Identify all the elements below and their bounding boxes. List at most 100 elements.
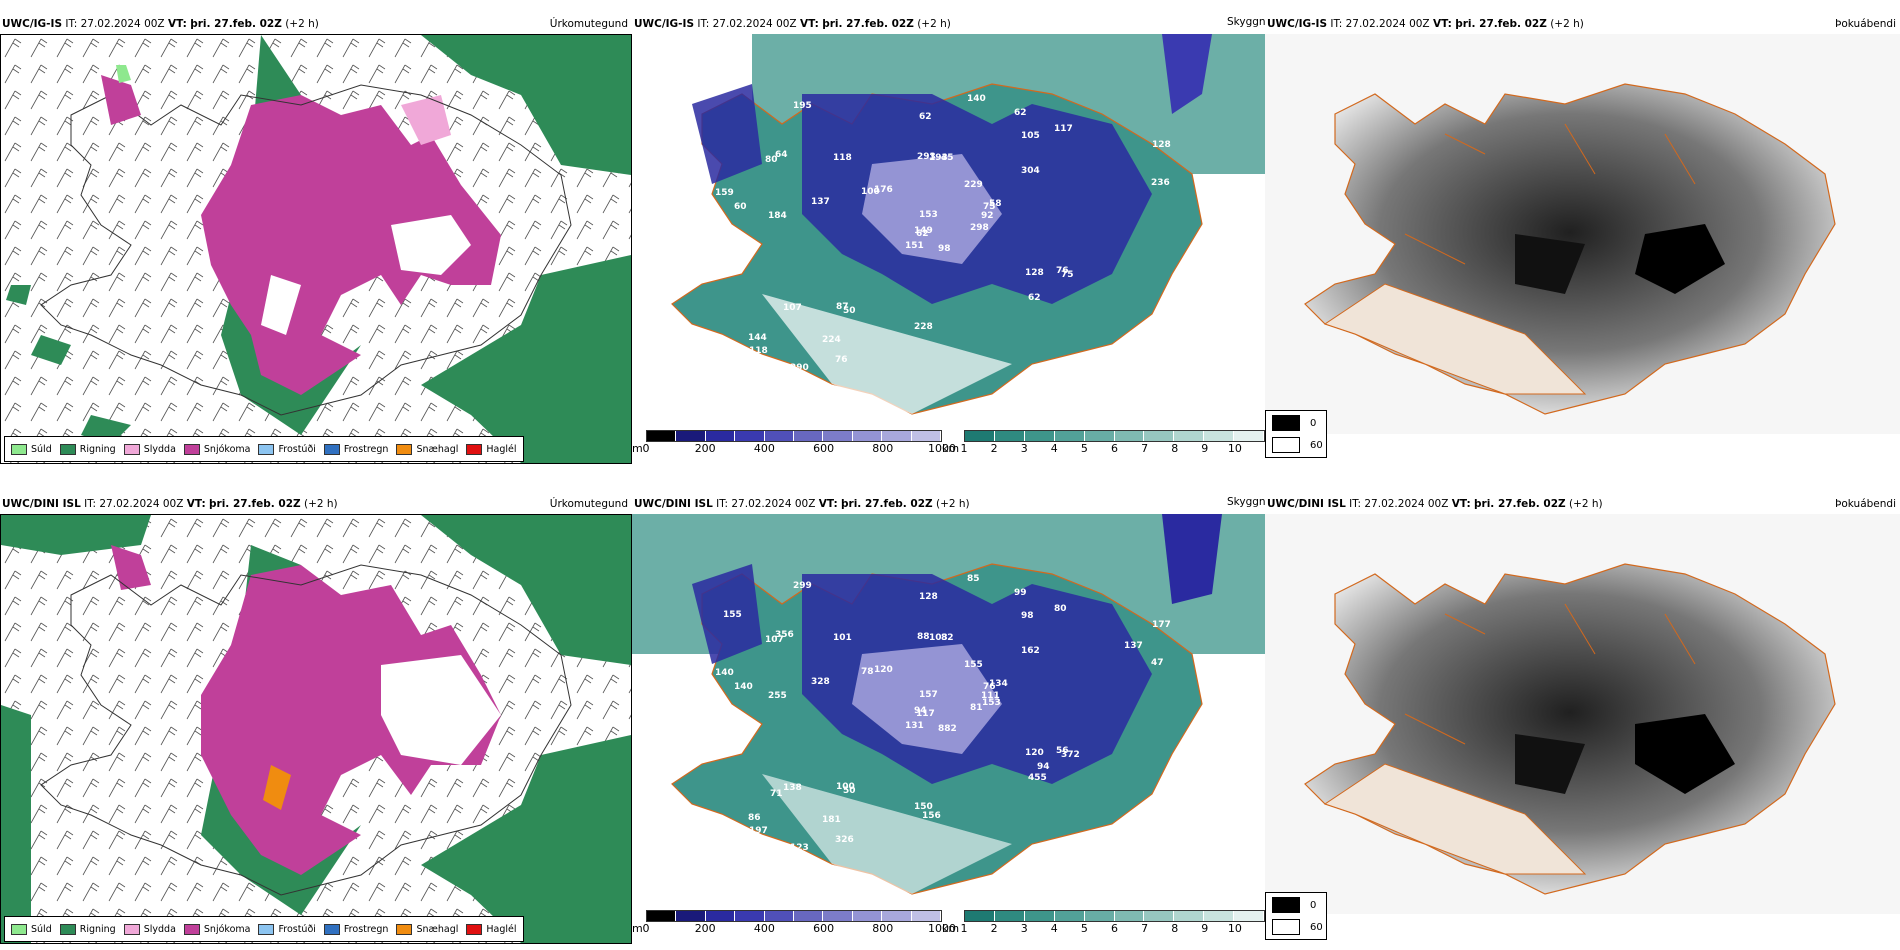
ceiling-value-label: 62	[919, 112, 932, 122]
colorbar-segment	[705, 911, 736, 921]
forecast-row-dini-isl: UWC/DINI ISL IT: 27.02.2024 00Z VT: þri.…	[0, 480, 1900, 950]
legend-swatch	[59, 443, 76, 455]
ceiling-value-label: 47	[1151, 658, 1164, 668]
fog-map	[1265, 34, 1900, 464]
lead-time: (+2 h)	[917, 18, 951, 30]
legend-item: Haglél	[466, 443, 517, 455]
vt-label: VT:	[799, 18, 819, 30]
colorbar-segment	[823, 431, 853, 441]
legend-item: Súld	[11, 923, 52, 935]
legend-swatch	[466, 923, 483, 935]
fog-index-panel: UWC/DINI ISL IT: 27.02.2024 00Z VT: þri.…	[1265, 480, 1900, 950]
ceiling-value-label: 255	[768, 691, 787, 701]
ceiling-value-label: 62	[916, 229, 929, 239]
vt-label: VT:	[167, 18, 187, 30]
ceiling-value-label: 73	[1107, 358, 1120, 368]
colorbar-segment	[1054, 431, 1085, 441]
colorbar-tick-label: 400	[753, 922, 775, 935]
ceiling-value-label: 56	[1056, 746, 1069, 756]
lead-time: (+2 h)	[1550, 18, 1584, 30]
colorbar-segment	[1114, 431, 1145, 441]
colorbar-segment	[676, 911, 706, 921]
legend-label: Frostúði	[278, 923, 316, 935]
colorbar-tick-label: 200	[694, 442, 716, 455]
colorbar-segment	[1174, 431, 1205, 441]
ceiling-value-label: 73	[753, 364, 766, 374]
fog-legend-item: 0	[1272, 415, 1316, 431]
legend-label: Haglél	[486, 923, 517, 935]
ceiling-value-label: 134	[989, 679, 1008, 689]
colorbar-segment	[965, 431, 995, 441]
ceiling-value-label: 229	[964, 180, 983, 190]
ceiling-value-label: 138	[783, 783, 802, 793]
colorbar-tick-label: 800	[872, 922, 894, 935]
ceiling-ticks: 0 200 400 600 800 1000	[642, 442, 957, 458]
ceiling-value-label: 181	[822, 815, 841, 825]
it-label: IT:	[1349, 498, 1362, 510]
colorbar-tick-label: 2	[990, 922, 998, 935]
colorbar-tick-label: 600	[813, 442, 835, 455]
ceiling-value-label: 50	[843, 786, 856, 796]
colorbar-segment	[852, 911, 883, 921]
colorbar-tick-label: 5	[1080, 922, 1088, 935]
ceiling-value-label: 60	[734, 202, 747, 212]
colorbar-tick-label: 7	[1141, 442, 1149, 455]
ceiling-value-label: 107	[765, 635, 784, 645]
colorbar-segment	[735, 431, 765, 441]
colorbar-tick-label: 1	[960, 922, 968, 935]
colorbar-tick-label: 0	[642, 442, 650, 455]
it-label: IT:	[697, 18, 710, 30]
iceland-outline	[40, 84, 572, 416]
ceiling-value-label: 140	[967, 94, 986, 104]
ceiling-value-label: 62	[1028, 293, 1041, 303]
fog-legend-label: 60	[1310, 921, 1323, 933]
fog-legend-item: 0	[1272, 897, 1316, 913]
legend-swatch	[466, 443, 483, 455]
precip-legend: Súld Rigning Slydda Snjókoma Frostúði Fr…	[4, 436, 524, 462]
ceiling-value-label: 140	[734, 682, 753, 692]
legend-swatch	[258, 923, 275, 935]
lead-time: (+2 h)	[285, 18, 319, 30]
ceiling-value-label: 75	[1061, 270, 1074, 280]
legend-swatch	[59, 923, 76, 935]
colorbar-tick-label: 1000	[928, 922, 956, 935]
colorbar-tick-label: 1	[960, 442, 968, 455]
legend-label: Frostregn	[343, 443, 389, 455]
it-value: 27.02.2024 00Z	[1345, 18, 1430, 30]
colorbar-segment	[1084, 431, 1115, 441]
ceiling-value-label: 236	[1151, 178, 1170, 188]
ceiling-value-label: 455	[1028, 773, 1047, 783]
fog-legend-label: 60	[1310, 439, 1323, 451]
legend-label: Súld	[31, 923, 52, 935]
legend-swatch	[11, 443, 27, 455]
ceiling-value-label: 78	[861, 667, 874, 677]
fog-legend: 0 60	[1265, 410, 1327, 458]
legend-item: Snjókoma	[183, 443, 251, 455]
ceiling-map: 882 107 117 86 76 50 99 82 98 81 299 134 255 177 131 16…	[632, 514, 1265, 944]
colorbar-segment	[764, 911, 795, 921]
ceiling-value-label: 81	[970, 703, 983, 713]
colorbar-segment	[1144, 431, 1175, 441]
ceiling-value-label: 80	[1054, 604, 1067, 614]
ceiling-value-label: 882	[938, 724, 957, 734]
model-name: UWC/DINI ISL	[2, 498, 81, 510]
vt-value: þri. 27.feb. 02Z	[1474, 498, 1566, 510]
precip-type-panel: UWC/DINI ISL IT: 27.02.2024 00Z VT: þri.…	[0, 480, 632, 950]
it-value: 27.02.2024 00Z	[99, 498, 184, 510]
legend-item: Slydda	[123, 443, 176, 455]
legend-swatch	[11, 923, 27, 935]
ceiling-value-label: 118	[749, 346, 768, 356]
ceiling-value-label: 150	[914, 802, 933, 812]
legend-label: Frostregn	[343, 923, 389, 935]
ceiling-value-label: 117	[916, 709, 935, 719]
legend-swatch	[183, 923, 200, 935]
legend-label: Snjókoma	[203, 443, 251, 455]
legend-label: Súld	[31, 443, 52, 455]
colorbar-segment	[705, 431, 736, 441]
vt-label: VT:	[818, 498, 838, 510]
ceiling-value-label: 45	[941, 153, 954, 163]
legend-item: Frostregn	[323, 923, 389, 935]
ceiling-value-label: 228	[914, 322, 933, 332]
panel-header: UWC/IG-IS IT: 27.02.2024 00Z VT: þri. 27…	[634, 18, 1263, 34]
colorbar-segment	[647, 431, 677, 441]
